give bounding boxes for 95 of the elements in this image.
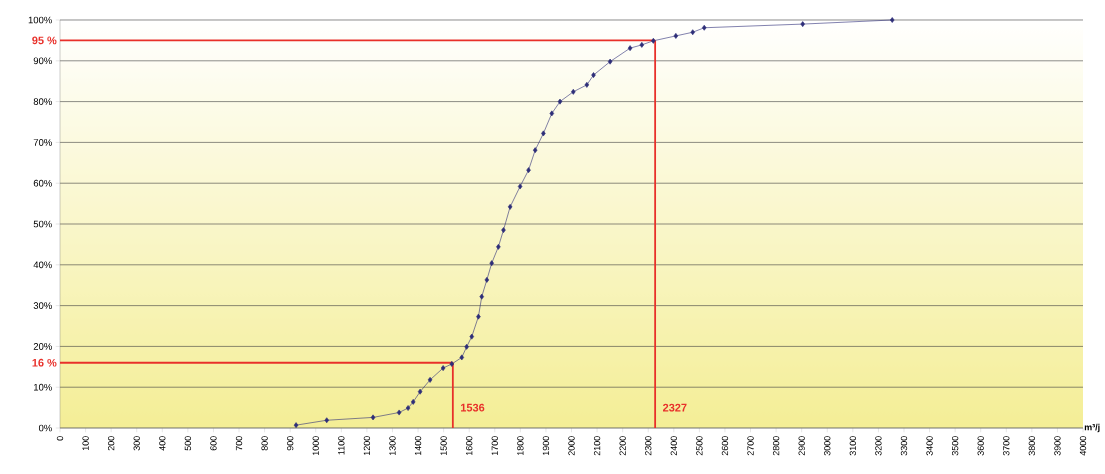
x-tick-label: 1600 xyxy=(466,436,473,456)
x-tick-label: 3700 xyxy=(1003,436,1010,456)
x-tick-label: 3200 xyxy=(875,436,882,456)
point xyxy=(591,72,596,78)
point xyxy=(584,81,590,88)
y-tick-label: 20% xyxy=(33,343,52,350)
x-tick-label: 1400 xyxy=(414,436,422,456)
point xyxy=(459,354,465,361)
point xyxy=(484,277,490,283)
point xyxy=(324,417,329,424)
y-tick-label: 70% xyxy=(33,139,52,146)
x-tick-label: 1100 xyxy=(338,436,345,455)
point xyxy=(427,376,433,383)
point xyxy=(557,98,563,105)
point xyxy=(627,45,633,52)
point xyxy=(417,388,423,395)
x-tick-label: 3100 xyxy=(849,436,857,456)
x-tick-label: 300 xyxy=(133,436,140,451)
point xyxy=(532,147,538,154)
x-tick-label: 100 xyxy=(82,436,89,451)
x-tick-label: 1700 xyxy=(491,436,498,456)
point xyxy=(607,58,613,65)
point xyxy=(673,33,679,39)
point xyxy=(800,21,805,27)
point xyxy=(396,409,402,416)
point xyxy=(571,88,576,95)
x-tick-label: 700 xyxy=(235,436,243,451)
x-tick-label: 4000 xyxy=(1079,436,1087,456)
ref-line-label: 95 % xyxy=(32,36,57,45)
point xyxy=(440,365,446,371)
point xyxy=(464,343,469,350)
point xyxy=(370,414,376,421)
x-tick-label: 3500 xyxy=(951,436,959,456)
x-tick-label: 600 xyxy=(210,436,217,451)
x-tick-label: 2000 xyxy=(568,436,575,456)
ref-line-label: 16 % xyxy=(32,358,57,367)
x-tick-label: 3900 xyxy=(1054,436,1061,456)
x-tick-label: 1900 xyxy=(542,436,550,456)
point xyxy=(405,405,411,411)
point xyxy=(489,260,494,267)
point xyxy=(517,183,523,190)
y-tick-label: 40% xyxy=(33,261,52,269)
point xyxy=(476,313,481,320)
x-tick-label: 400 xyxy=(159,436,166,451)
point xyxy=(549,110,555,117)
y-tick-label: 100% xyxy=(28,16,52,24)
x-tick-label: 500 xyxy=(184,436,192,451)
point xyxy=(690,29,695,36)
y-tick-label: 0% xyxy=(38,424,52,432)
ref-line-label: 1536 xyxy=(461,403,485,412)
x-tick-label: 900 xyxy=(287,436,294,451)
x-tick-label: 3600 xyxy=(977,436,984,456)
x-tick-label: 1300 xyxy=(389,436,396,456)
x-tick-label: 2200 xyxy=(619,436,626,456)
x-tick-label: 2700 xyxy=(747,436,754,456)
x-tick-label: 3800 xyxy=(1028,436,1036,456)
point xyxy=(526,167,531,174)
x-tick-label: 2300 xyxy=(645,436,652,456)
x-tick-label: 2600 xyxy=(721,436,729,456)
y-tick-label: 60% xyxy=(33,179,52,187)
point xyxy=(293,422,299,429)
x-tick-label: 1800 xyxy=(517,436,524,456)
x-tick-label: 2500 xyxy=(696,436,703,456)
point xyxy=(496,243,501,250)
point xyxy=(651,37,656,44)
point xyxy=(479,293,484,300)
point xyxy=(469,333,474,340)
x-tick-label: 2900 xyxy=(798,436,805,456)
point xyxy=(507,203,513,210)
point xyxy=(541,130,546,137)
point xyxy=(639,41,645,48)
x-tick-label: 1000 xyxy=(312,436,319,456)
x-tick-label: 1500 xyxy=(440,436,447,456)
y-tick-label: 80% xyxy=(33,98,52,105)
x-tick-label: 3400 xyxy=(926,436,933,456)
y-tick-label: 30% xyxy=(33,302,52,309)
point xyxy=(410,399,416,405)
x-tick-label: 1200 xyxy=(363,436,371,456)
x-tick-label: 2800 xyxy=(772,436,780,456)
point xyxy=(449,361,455,367)
x-tick-label: 2400 xyxy=(670,436,677,456)
x-tick-label: 0 xyxy=(56,436,64,441)
point xyxy=(889,17,895,23)
y-tick-label: 10% xyxy=(34,383,52,391)
x-axis-title: m³/j xyxy=(1084,423,1100,433)
x-tick-label: 2100 xyxy=(593,436,601,456)
y-tick-label: 50% xyxy=(33,220,52,228)
point xyxy=(702,24,707,31)
x-tick-label: 800 xyxy=(261,436,268,451)
point xyxy=(501,227,506,234)
y-tick-label: 90% xyxy=(33,57,52,65)
x-tick-label: 3300 xyxy=(900,436,908,456)
x-tick-label: 200 xyxy=(107,436,115,451)
x-tick-label: 3000 xyxy=(824,436,831,456)
ref-line-label: 2327 xyxy=(663,403,687,412)
